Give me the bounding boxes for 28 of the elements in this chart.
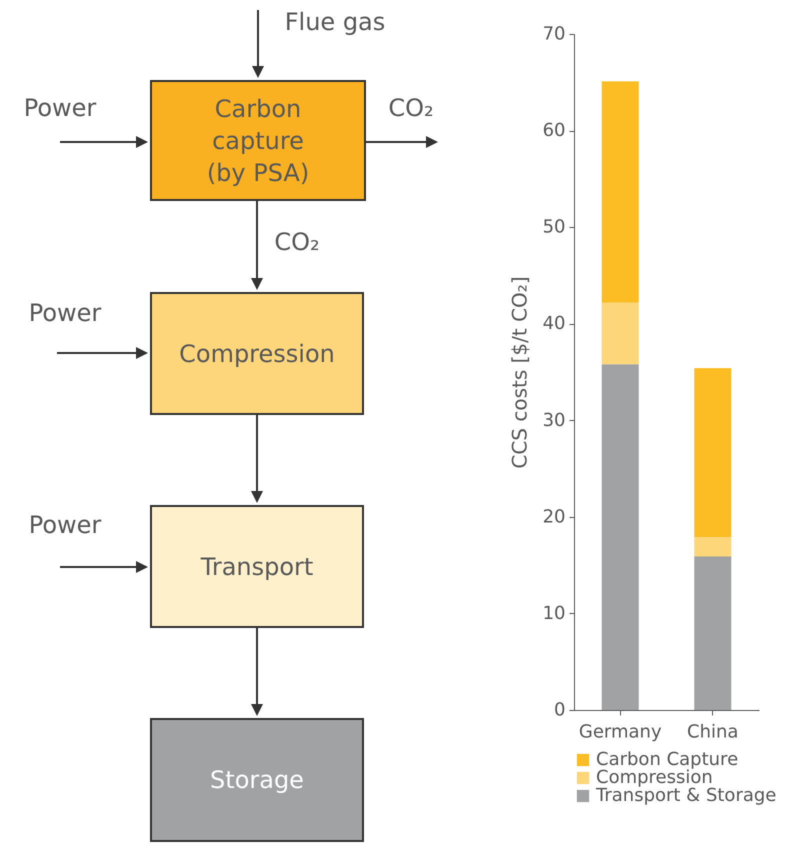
bar [602,302,639,364]
y-tick-label: 60 [542,120,566,142]
text: Flue gas [284,7,386,38]
bar [602,81,639,302]
text: Transport [200,552,314,582]
text: Power [28,298,102,329]
bar [602,364,639,710]
bar [694,556,732,710]
text: Power [28,510,102,541]
text: Carbon capture (by PSA) [206,94,310,188]
text: CO₂ [273,227,321,258]
y-tick-label: 20 [542,506,566,528]
legend-label: Carbon Capture [596,749,738,770]
y-axis-title: CCS costs [$/t CO₂] [508,276,532,469]
x-tick-label: Germany [578,722,662,742]
y-tick-label: 40 [542,313,566,334]
text: Storage [209,765,305,796]
bar [694,537,732,556]
y-tick-label: 30 [542,410,566,431]
y-tick-label: 10 [542,602,566,624]
text: Compression [178,338,336,370]
y-tick-label: 70 [542,24,566,44]
x-tick-label: China [687,722,738,742]
y-tick-label: 50 [542,216,566,238]
text: Power [22,93,98,124]
y-tick-label: 0 [554,700,566,720]
bar [694,368,732,538]
text: CO₂ [387,93,435,124]
